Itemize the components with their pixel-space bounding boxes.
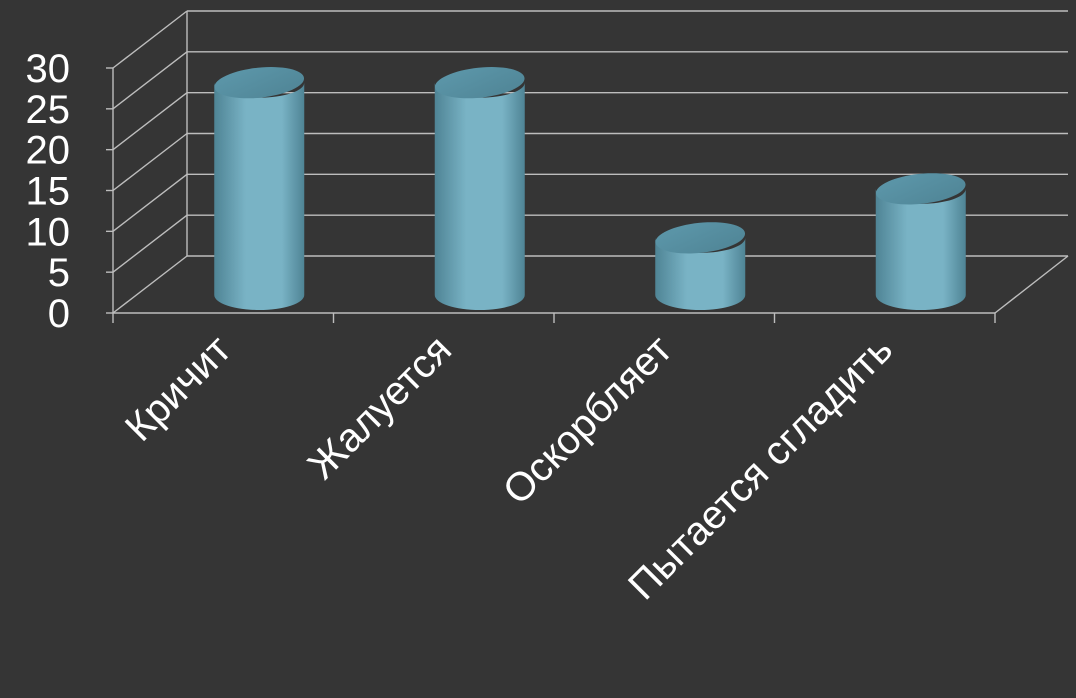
y-tick-label: 10 bbox=[26, 210, 71, 254]
gridline-side bbox=[112, 173, 188, 232]
grid-layer bbox=[112, 10, 1068, 314]
x-tick-label: Жалуется bbox=[300, 327, 460, 487]
gridline-side bbox=[112, 51, 188, 110]
bars-layer bbox=[214, 67, 966, 311]
y-tick-label: 0 bbox=[48, 292, 70, 336]
bar-body bbox=[434, 82, 525, 311]
bar-body bbox=[214, 82, 305, 311]
gridline-side bbox=[112, 92, 188, 151]
gridline-side bbox=[112, 214, 188, 273]
bar-body bbox=[655, 237, 746, 311]
bar-2 bbox=[434, 67, 525, 311]
bar-3 bbox=[655, 222, 746, 311]
bar-top bbox=[214, 67, 305, 99]
bar-1 bbox=[214, 67, 305, 311]
bar-top bbox=[434, 67, 525, 99]
bar-body bbox=[875, 188, 966, 311]
gridline-side bbox=[112, 132, 188, 192]
bar-4 bbox=[875, 173, 966, 311]
x-tick-label: Оскорбляет bbox=[495, 327, 681, 513]
y-tick-label: 5 bbox=[48, 251, 70, 295]
gridline-side bbox=[112, 10, 188, 69]
y-tick-label: 15 bbox=[26, 170, 71, 214]
y-tick-label: 25 bbox=[26, 88, 71, 132]
bar-top bbox=[875, 173, 966, 205]
y-tick-label: 20 bbox=[26, 129, 71, 173]
floor-right-edge bbox=[994, 255, 1069, 314]
y-tick-label: 30 bbox=[26, 47, 71, 91]
bar-top bbox=[655, 222, 746, 254]
gridline-side bbox=[112, 255, 188, 314]
x-tick-label: Кричит bbox=[117, 327, 240, 450]
